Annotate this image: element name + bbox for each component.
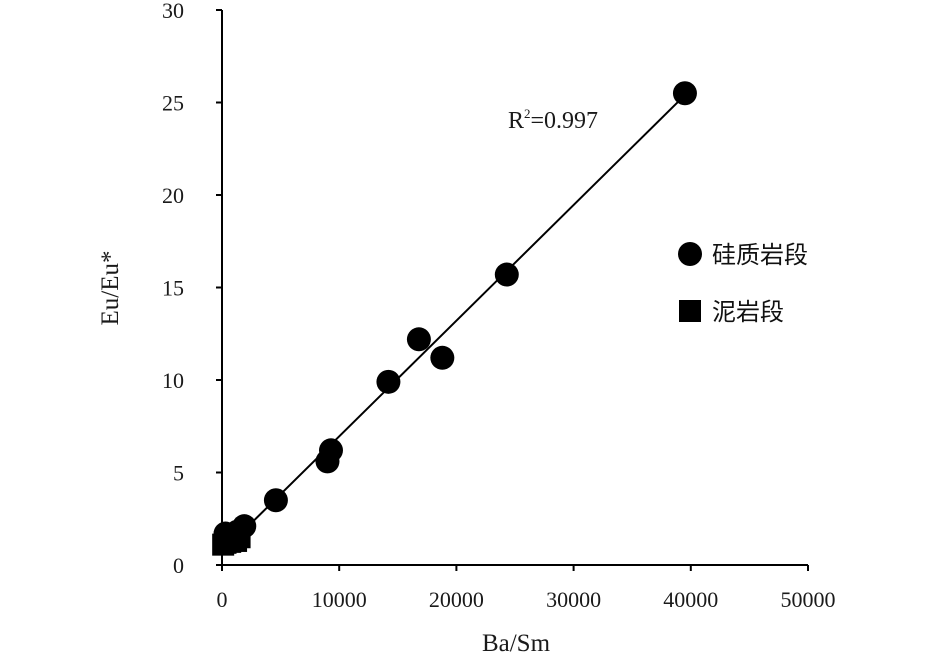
x-tick-label: 40000 bbox=[663, 587, 718, 612]
x-axis-title: Ba/Sm bbox=[482, 630, 551, 657]
y-axis-title: Eu/Eu* bbox=[97, 251, 124, 326]
data-point-circle bbox=[376, 369, 401, 394]
y-tick-label: 5 bbox=[173, 461, 184, 486]
data-point-circle bbox=[672, 81, 697, 106]
y-tick-label: 0 bbox=[173, 553, 184, 578]
y-tick-label: 25 bbox=[162, 91, 184, 116]
y-tick-label: 10 bbox=[162, 368, 184, 393]
data-point-circle bbox=[263, 488, 288, 513]
data-point-circle bbox=[494, 262, 519, 287]
x-tick-label: 30000 bbox=[546, 587, 601, 612]
y-tick-label: 15 bbox=[162, 276, 184, 301]
legend-circle-marker bbox=[678, 242, 702, 266]
r-squared-superscript: 2 bbox=[524, 106, 531, 121]
legend-label-siliceous: 硅质岩段 bbox=[712, 241, 808, 269]
axes: 0 10000 20000 30000 40000 50000 0 5 10 15 20 25 30 bbox=[162, 0, 836, 612]
x-tick-label: 20000 bbox=[429, 587, 484, 612]
data-point-circle bbox=[430, 345, 455, 370]
r-squared-prefix: R bbox=[508, 108, 524, 134]
x-tick-label: 50000 bbox=[781, 587, 836, 612]
r-squared-value: =0.997 bbox=[531, 108, 599, 134]
x-axis-ticks: 0 10000 20000 30000 40000 50000 bbox=[217, 565, 836, 612]
legend: 硅质岩段 泥岩段 bbox=[678, 241, 808, 326]
data-point-square bbox=[228, 526, 251, 549]
data-points bbox=[212, 81, 697, 556]
r-squared-label: R2=0.997 bbox=[508, 106, 598, 134]
y-tick-label: 30 bbox=[162, 0, 184, 23]
x-tick-label: 0 bbox=[217, 587, 228, 612]
y-tick-label: 20 bbox=[162, 183, 184, 208]
legend-label-mudstone: 泥岩段 bbox=[712, 298, 784, 326]
x-tick-label: 10000 bbox=[312, 587, 367, 612]
trendline bbox=[221, 94, 686, 553]
y-axis-ticks: 0 5 10 15 20 25 30 bbox=[162, 0, 222, 578]
data-point-circle bbox=[406, 327, 431, 352]
legend-square-marker bbox=[679, 300, 701, 322]
data-point-circle bbox=[315, 449, 340, 474]
